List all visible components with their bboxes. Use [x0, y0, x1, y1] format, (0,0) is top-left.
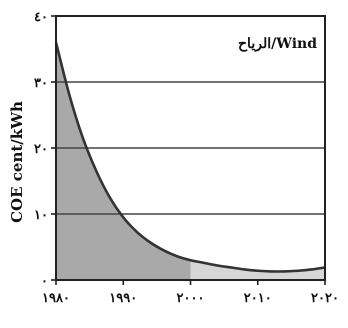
- series-label-wind: الرياح/Wind: [238, 36, 317, 52]
- y-tick-labels: ٠ ١٠ ٢٠ ٣٠ ٤٠: [34, 10, 48, 289]
- plot-area: [54, 15, 326, 281]
- x-tick-label: ٢٠٢٠: [311, 291, 339, 306]
- y-tick-label: ٣٠: [34, 76, 48, 91]
- x-tick-labels: ١٩٨٠ ١٩٩٠ ٢٠٠٠ ٢٠١٠ ٢٠٢٠: [42, 291, 339, 306]
- shaded-area-pre-2000: [56, 42, 191, 281]
- y-tick-label: ٤٠: [34, 10, 48, 25]
- x-tick-label: ٢٠١٠: [244, 291, 272, 306]
- x-tick-label: ١٩٩٠: [109, 291, 137, 306]
- series-line-wind: [54, 42, 326, 273]
- y-tick-label: ١٠: [34, 208, 48, 223]
- shaded-area-post-2000: [190, 260, 325, 280]
- x-tick-label: ١٩٨٠: [42, 291, 70, 306]
- x-tick-label: ٢٠٠٠: [177, 291, 205, 306]
- y-tick-label: ٠: [41, 274, 48, 289]
- gridlines: [56, 81, 325, 215]
- y-axis-title: COE cent/kWh: [8, 101, 26, 223]
- y-tick-label: ٢٠: [34, 142, 48, 157]
